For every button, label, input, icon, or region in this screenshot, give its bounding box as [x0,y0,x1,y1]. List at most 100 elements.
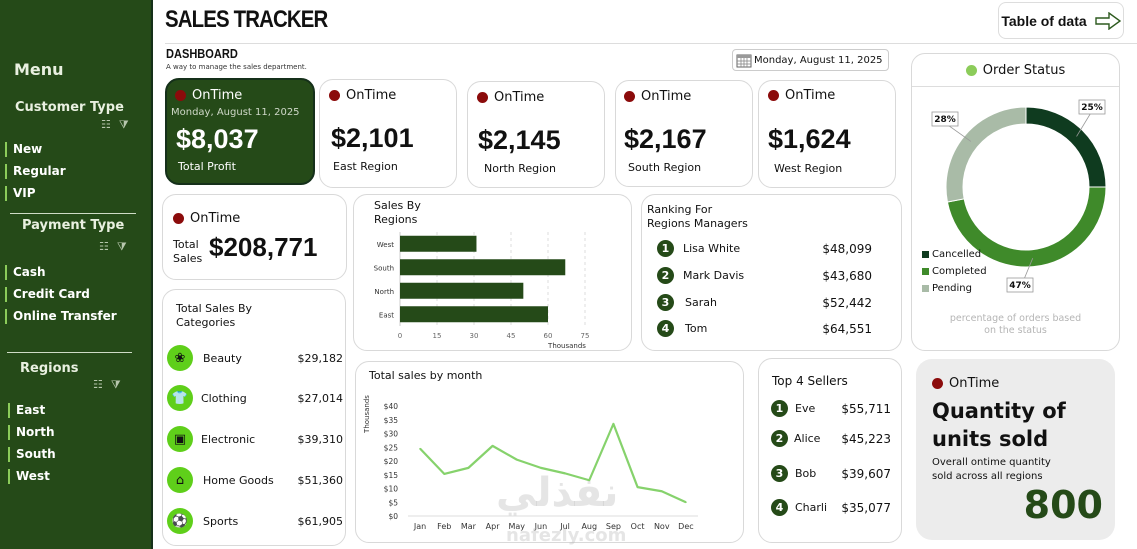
data-point [685,501,687,504]
filter-west[interactable]: West [8,469,50,484]
category-name: Beauty [203,351,242,365]
x-tick-label: 60 [544,332,553,340]
category-row: ⚽ Sports $61,905 [167,506,343,536]
legend-swatch [922,285,929,292]
filter-vip[interactable]: VIP [5,186,36,201]
donut-slice [1025,106,1107,188]
filter-cash[interactable]: Cash [5,265,46,280]
status: OnTime [173,211,240,226]
data-point [564,472,566,475]
x-tick-label: 75 [581,332,590,340]
status: OnTime [624,89,691,104]
bar [400,282,524,299]
rank-badge: 4 [771,499,788,516]
rank-badge: 4 [657,320,674,337]
region-value: $2,167 [624,124,707,154]
table-of-data-button[interactable]: Table of data [998,2,1124,39]
clear-filter-icon[interactable]: ⧩ [118,118,137,131]
filter-east[interactable]: East [8,403,45,418]
table-of-data-label: Table of data [1001,12,1087,29]
multi-select-icon[interactable]: ☷ [99,240,117,253]
sales-by-regions-card: Sales By Regions 0 15 30 45 60 75 West South Nor… [353,194,632,351]
data-label: 28% [934,115,956,125]
y-tick-label: $15 [384,471,399,480]
x-tick-label: Sep [606,522,621,531]
category-name: Clothing [201,391,247,405]
bar-chart: 0 15 30 45 60 75 West South North East Thousands [374,232,590,350]
category-name: Home Goods [203,473,274,487]
status-dot-icon [932,378,943,389]
sidebar: Menu Customer Type ☷⧩ New Regular VIP Pa… [0,0,153,549]
x-tick-label: Oct [631,522,645,531]
seller-row: 3 Bob $39,607 [771,465,891,482]
profit-date: Monday, August 11, 2025 [171,107,300,118]
region-label: West Region [774,162,843,175]
manager-value: $64,551 [822,321,872,336]
appliance-icon: ▣ [167,426,193,452]
filter-new[interactable]: New [5,142,42,157]
header-divider [165,43,1137,44]
calendar-icon [736,54,752,68]
y-category-label: South [374,264,394,272]
multi-select-icon[interactable]: ☷ [101,118,119,131]
legend-label: Completed [932,266,987,277]
bar [400,259,566,276]
x-tick-label: Mar [461,522,477,531]
status-label: OnTime [949,376,1000,391]
page-title: SALES TRACKER [165,6,328,33]
quantity-value: 800 [1023,483,1103,527]
rank-badge: 1 [657,240,674,257]
multi-select-icon[interactable]: ☷ [93,378,111,391]
order-status-header: Order Status [912,54,1119,87]
legend-pending: Pending [922,283,972,294]
region-label: North Region [484,162,556,175]
note-line: percentage of orders based [949,313,1082,324]
manager-value: $52,442 [822,295,872,310]
filter-north[interactable]: North [8,425,54,440]
filter-regular[interactable]: Regular [5,164,66,179]
rank-badge: 1 [771,400,788,417]
filter-credit-card[interactable]: Credit Card [5,287,90,302]
manager-name: Lisa White [683,242,741,255]
x-tick-label: 30 [470,332,479,340]
manager-value: $48,099 [822,241,872,256]
legend-completed: Completed [922,266,987,277]
rank-badge: 3 [657,294,674,311]
filter-online-transfer[interactable]: Online Transfer [5,309,117,324]
status-dot-icon [329,90,340,101]
data-point [612,423,615,425]
data-label: 25% [1081,103,1103,113]
rank-badge: 2 [657,267,674,284]
line-chart-title: Total sales by month [369,369,483,382]
y-tick-label: $0 [388,512,398,521]
clear-filter-icon[interactable]: ⧩ [110,378,129,391]
data-point [419,447,421,450]
seller-name: Eve [795,402,816,415]
rank-badge: 3 [771,465,788,482]
clear-filter-icon[interactable]: ⧩ [116,240,135,253]
label-line: Total [173,238,199,251]
y-tick-label: $25 [384,443,399,452]
quantity-desc: Overall ontime quantity sold across all r… [932,456,1051,484]
shirt-icon: 👕 [167,385,193,411]
categories-title: Total Sales By Categories [176,302,252,330]
desc-line: sold across all regions [932,471,1043,482]
manager-row: 2 Mark Davis $43,680 [657,267,872,284]
status-dot-icon [768,90,779,101]
date-picker[interactable]: Monday, August 11, 2025 [732,49,889,71]
filter-south[interactable]: South [8,447,56,462]
x-tick-label: 0 [398,332,402,340]
donut-slice [945,106,1027,203]
lotus-icon: ❀ [167,345,193,371]
manager-row: 3 Sarah $52,442 [657,294,872,311]
profit-label: Total Profit [178,160,236,173]
status: OnTime [175,88,242,103]
status-label: OnTime [190,211,241,226]
legend-cancelled: Cancelled [922,249,981,260]
quantity-card: OnTime Quantity of units sold Overall ont… [916,359,1115,540]
rank-badge: 2 [771,430,788,447]
x-tick-label: Jun [534,522,548,531]
quantity-title: Quantity of units sold [932,397,1066,453]
payment-type-title: Payment Type [22,218,125,233]
data-point [540,467,542,469]
